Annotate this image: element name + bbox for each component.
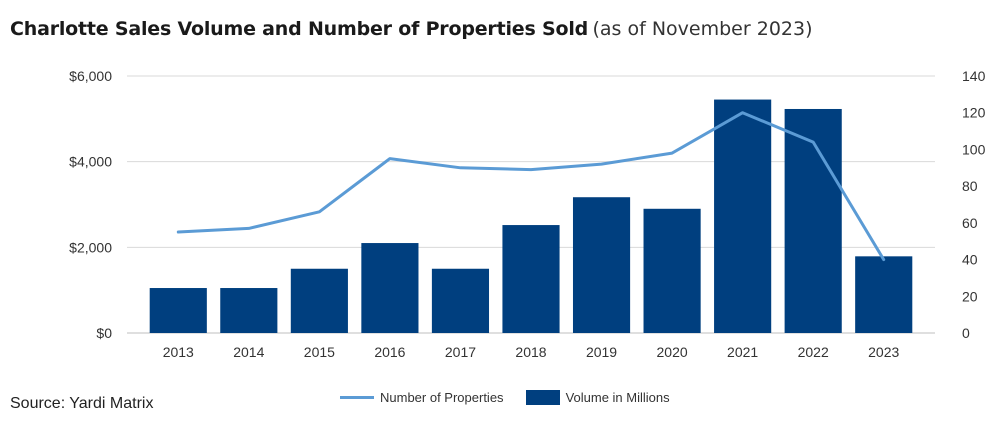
legend-item-bar: Volume in Millions bbox=[525, 390, 670, 405]
legend-item-line: Number of Properties bbox=[340, 390, 504, 405]
bar bbox=[220, 288, 278, 333]
y-right-tick-label: 20 bbox=[962, 288, 978, 304]
chart-title-row: Charlotte Sales Volume and Number of Pro… bbox=[10, 18, 813, 40]
y-right-tick-label: 40 bbox=[962, 252, 978, 268]
x-tick-label: 2019 bbox=[586, 344, 617, 360]
bar bbox=[572, 197, 631, 333]
legend-line-label: Number of Properties bbox=[380, 390, 504, 405]
y-left-tick-label: $4,000 bbox=[69, 154, 112, 170]
x-tick-label: 2014 bbox=[233, 344, 264, 360]
bar bbox=[290, 268, 348, 333]
bar bbox=[714, 99, 772, 333]
bar bbox=[431, 268, 490, 333]
y-left-tick-label: $0 bbox=[96, 325, 112, 341]
legend-bar-label: Volume in Millions bbox=[565, 390, 670, 405]
y-right-tick-label: 0 bbox=[962, 325, 970, 341]
y-right-tick-label: 140 bbox=[962, 68, 986, 84]
y-right-tick-label: 80 bbox=[962, 178, 978, 194]
x-tick-label: 2022 bbox=[798, 344, 829, 360]
x-tick-label: 2021 bbox=[727, 344, 758, 360]
y-left-tick-label: $6,000 bbox=[69, 68, 112, 84]
y-right-tick-label: 60 bbox=[962, 215, 978, 231]
bar bbox=[502, 225, 560, 333]
chart-subtitle: (as of November 2023) bbox=[592, 18, 813, 40]
y-left-tick-label: $2,000 bbox=[69, 239, 112, 255]
bar bbox=[149, 288, 207, 333]
x-tick-label: 2018 bbox=[515, 344, 546, 360]
x-tick-label: 2023 bbox=[868, 344, 899, 360]
x-tick-label: 2015 bbox=[304, 344, 335, 360]
bar bbox=[855, 256, 913, 333]
bar bbox=[361, 243, 419, 333]
bar bbox=[784, 108, 842, 334]
x-tick-label: 2017 bbox=[445, 344, 476, 360]
legend-line-swatch bbox=[340, 396, 374, 399]
legend-bar-swatch bbox=[525, 390, 560, 405]
source-note: Source: Yardi Matrix bbox=[10, 395, 154, 412]
x-tick-label: 2016 bbox=[374, 344, 405, 360]
bar bbox=[643, 208, 701, 333]
legend: Number of Properties Volume in Millions bbox=[340, 390, 692, 405]
x-tick-label: 2013 bbox=[163, 344, 194, 360]
y-right-tick-label: 100 bbox=[962, 141, 986, 157]
series-line bbox=[176, 111, 886, 262]
y-right-tick-label: 120 bbox=[962, 105, 986, 121]
chart-title: Charlotte Sales Volume and Number of Pro… bbox=[10, 18, 589, 40]
x-tick-label: 2020 bbox=[657, 344, 688, 360]
